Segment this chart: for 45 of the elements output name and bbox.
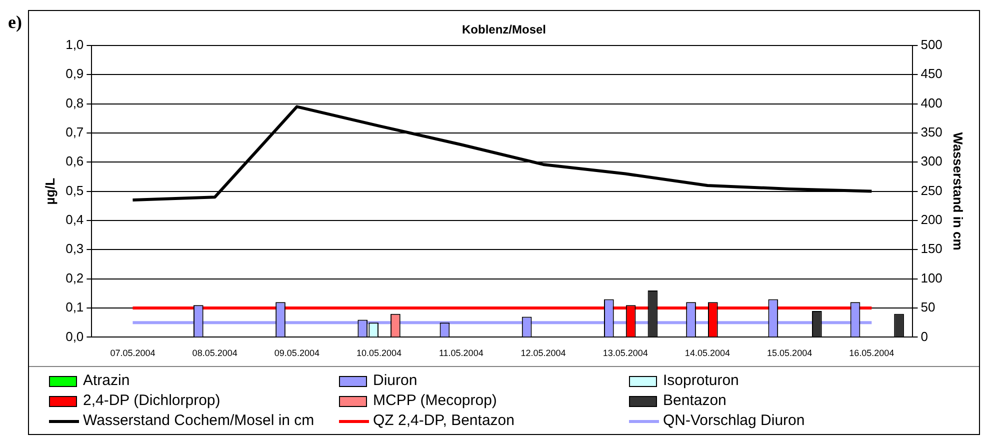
y-tick-label: 0,5 <box>66 182 84 198</box>
y-tick-label: 0,4 <box>66 212 84 228</box>
y2-tick-label: 150 <box>920 241 942 256</box>
y2-tick-label: 300 <box>920 154 942 169</box>
text: e) <box>8 12 22 33</box>
chart-title: Koblenz/Mosel <box>462 22 546 37</box>
x-tick-label: 15.05.2004 <box>767 348 812 358</box>
y2-tick-label: 450 <box>920 66 942 82</box>
legend-label: QN-Vorschlag Diuron <box>663 412 805 429</box>
x-tick-label: 12.05.2004 <box>520 348 566 358</box>
legend-label: Wasserstand Cochem/Mosel in cm <box>83 412 314 429</box>
y-tick-label: 1,0 <box>66 36 84 52</box>
x-tick-label: 11.05.2004 <box>438 348 484 358</box>
y-tick-label: 0,9 <box>66 66 84 82</box>
y2-tick-label: 0 <box>920 328 928 344</box>
y-axis-title: µg/L <box>42 178 58 205</box>
y2-axis-title: Wasserstand in cm <box>950 132 966 250</box>
legend-label: Isoproturon <box>663 372 739 389</box>
x-tick-label: 10.05.2004 <box>356 348 402 358</box>
legend-label: Diuron <box>373 372 418 389</box>
legend-label: Atrazin <box>83 372 130 389</box>
x-tick-label: 13.05.2004 <box>602 348 648 358</box>
y-tick-label: 0,8 <box>66 95 84 110</box>
y2-tick-label: 50 <box>920 300 936 315</box>
legend-label: 2,4-DP (Dichlorprop) <box>83 392 220 409</box>
y-tick-label: 0,2 <box>66 270 84 286</box>
y-tick-label: 0,1 <box>66 300 84 315</box>
y-tick-label: 0,0 <box>66 328 84 344</box>
y2-tick-label: 500 <box>920 36 942 52</box>
x-tick-label: 14.05.2004 <box>684 348 730 358</box>
x-tick-label: 07.05.2004 <box>110 348 156 358</box>
y2-tick-label: 350 <box>920 124 942 140</box>
y2-tick-label: 250 <box>920 182 942 198</box>
y-tick-label: 0,6 <box>66 154 84 169</box>
legend-label: Bentazon <box>663 392 726 409</box>
y2-tick-label: 100 <box>920 270 942 286</box>
y2-tick-label: 400 <box>920 95 942 110</box>
x-tick-label: 09.05.2004 <box>274 348 320 358</box>
x-tick-label: 08.05.2004 <box>192 348 238 358</box>
x-tick-label: 16.05.2004 <box>849 348 894 358</box>
y-tick-label: 0,7 <box>66 124 84 140</box>
legend-label: QZ 2,4-DP, Bentazon <box>373 412 514 429</box>
y-tick-label: 0,3 <box>66 241 84 256</box>
y2-tick-label: 200 <box>920 212 942 228</box>
legend-label: MCPP (Mecoprop) <box>373 392 497 409</box>
